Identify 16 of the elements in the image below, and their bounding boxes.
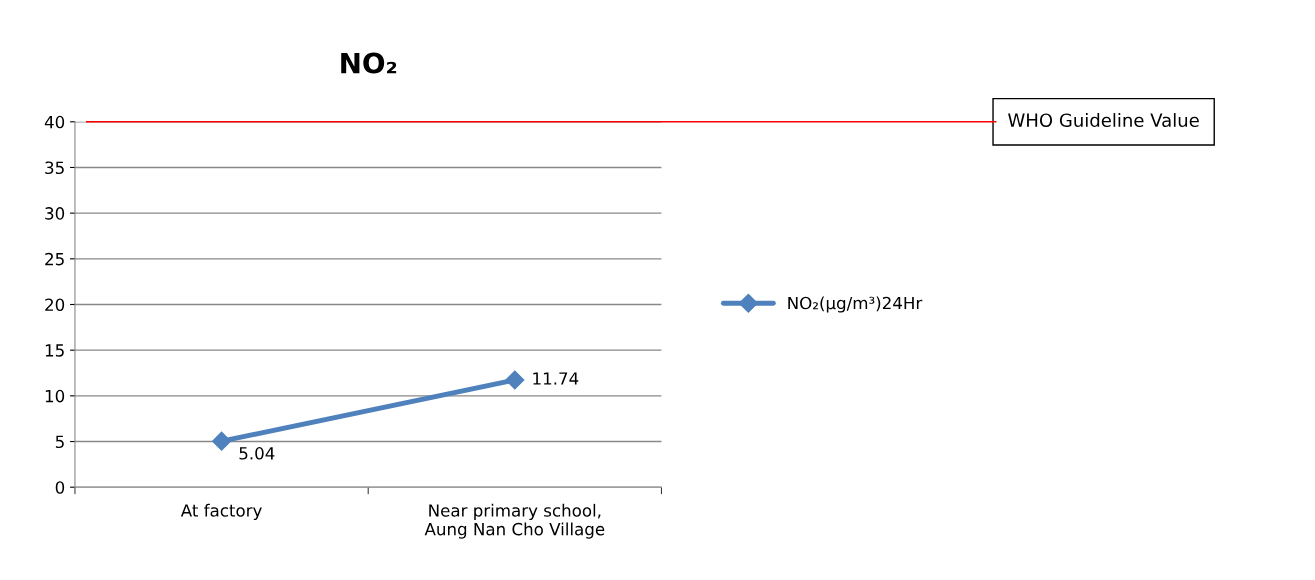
y-tick-label: 20 xyxy=(45,298,65,312)
data-label: 11.74 xyxy=(533,372,579,385)
y-tick-label: 0 xyxy=(55,481,65,494)
legend-label: NO₂(µg/m³)24Hr xyxy=(788,296,923,313)
y-tick-label: 30 xyxy=(45,207,65,220)
ref-line-label: WHO Guideline Value xyxy=(1008,113,1199,128)
y-tick-label: 25 xyxy=(45,252,64,266)
y-tick-label: 15 xyxy=(45,344,64,357)
y-tick-label: 10 xyxy=(45,389,65,403)
y-tick-label: 5 xyxy=(55,435,64,449)
data-label: 5.04 xyxy=(239,447,275,460)
y-tick-label: 35 xyxy=(45,161,64,175)
x-tick-label: At factory xyxy=(180,503,262,520)
chart-title: NO₂ xyxy=(341,52,397,74)
y-tick-label: 40 xyxy=(44,115,65,129)
x-tick-label: Near primary school, Aung Nan Cho Village xyxy=(424,503,605,539)
